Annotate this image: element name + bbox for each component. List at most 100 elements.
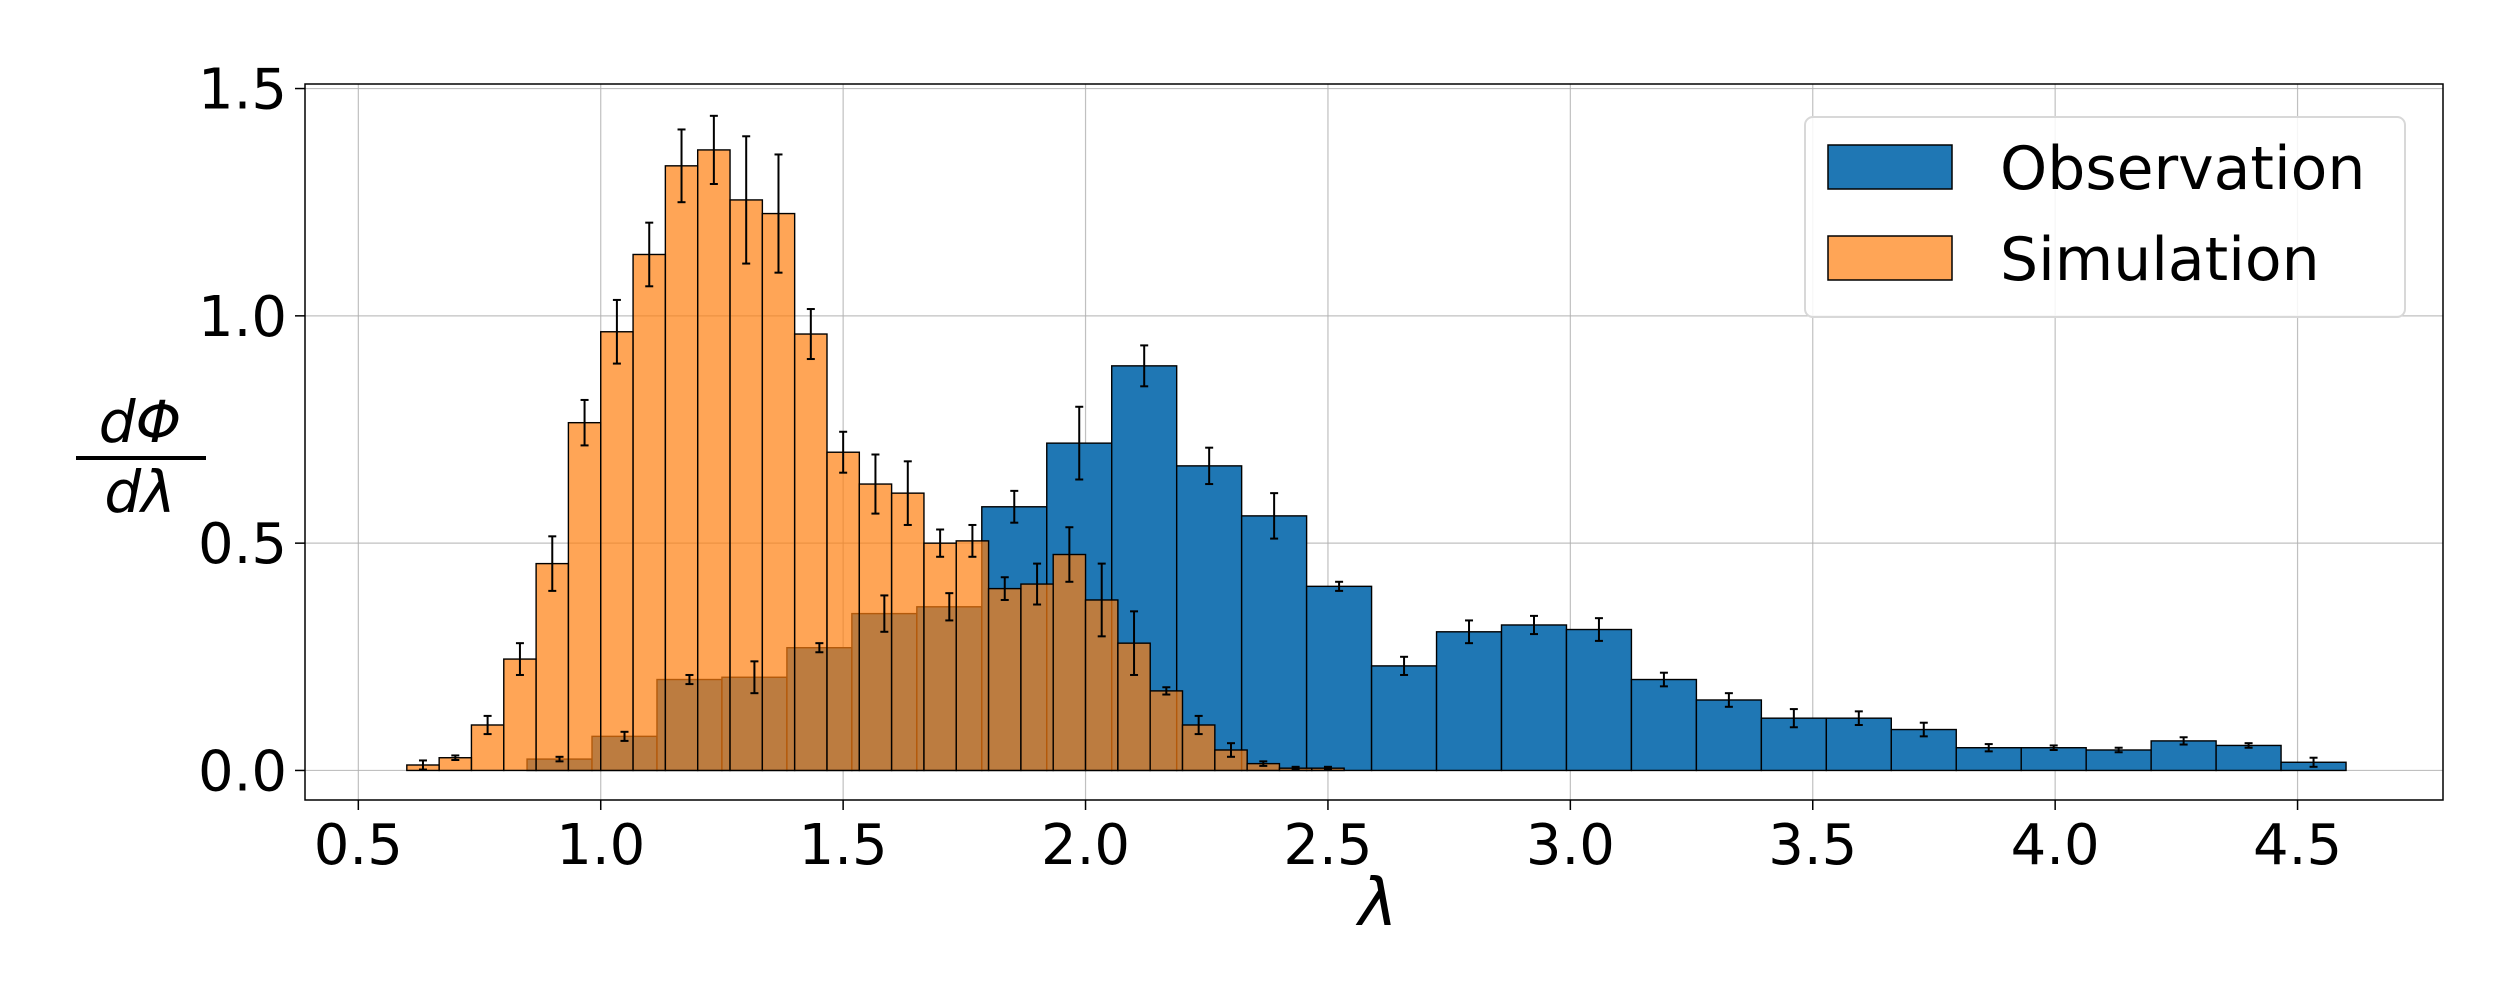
simulation-bar [890, 492, 925, 772]
simulation-bar [858, 483, 893, 772]
x-axis-ticks: 0.5 1.0 1.5 2.0 2.5 3.0 3.5 4.0 4.5 [314, 800, 2342, 878]
x-tick-label: 3.0 [1526, 813, 1615, 878]
simulation-error-bar [451, 754, 460, 761]
observation-bar [2215, 744, 2282, 772]
observation-error-bar [1724, 692, 1733, 708]
simulation-bar [955, 540, 990, 772]
observation-bar [1435, 631, 1503, 772]
observation-error-bar [1594, 617, 1603, 642]
observation-bar [1370, 665, 1438, 772]
legend-swatch-observation [1827, 144, 1953, 190]
simulation-error-bar [968, 523, 977, 558]
observation-error-bar [1140, 344, 1149, 388]
simulation-bar [826, 451, 861, 772]
observation-bar [1630, 678, 1698, 772]
legend: Observation Simulation [1804, 116, 2406, 318]
simulation-bar [1020, 583, 1054, 772]
observation-error-bar [880, 594, 889, 633]
simulation-error-bar [774, 153, 783, 274]
simulation-error-bar [709, 114, 718, 186]
legend-box [1804, 116, 2406, 318]
simulation-error-bar [612, 298, 621, 365]
simulation-error-bar [645, 221, 654, 288]
simulation-bar [567, 421, 602, 772]
observation-bar [2020, 747, 2087, 772]
x-tick-label: 0.5 [314, 813, 403, 878]
x-axis-label: λ [1355, 864, 1397, 941]
y-tick-label: 0.5 [198, 512, 287, 577]
x-tick-label: 4.5 [2253, 813, 2342, 878]
simulation-error-bar [1227, 742, 1236, 758]
y-axis-label-denominator: dλ [104, 458, 175, 526]
simulation-error-bar [515, 642, 524, 676]
x-tick-label: 1.5 [799, 813, 888, 878]
observation-bar [1695, 699, 1763, 772]
observation-error-bar [685, 673, 694, 686]
observation-error-bar [1919, 721, 1928, 738]
legend-label-observation: Observation [2000, 134, 2365, 204]
simulation-bar [923, 542, 957, 772]
observation-error-bar [2049, 744, 2058, 751]
observation-bar [1175, 465, 1243, 772]
x-tick-label: 2.5 [1283, 813, 1372, 878]
y-tick-label: 0.0 [198, 739, 287, 804]
simulation-bar [729, 199, 764, 772]
observation-error-bar [2179, 736, 2188, 746]
observation-error-bar [1010, 489, 1019, 524]
simulation-error-bar [1162, 686, 1171, 696]
observation-error-bar [750, 660, 759, 695]
simulation-error-bar [1033, 562, 1042, 606]
observation-error-bar [1400, 655, 1409, 676]
x-tick-label: 4.0 [2011, 813, 2100, 878]
observation-error-bar [1270, 492, 1279, 540]
simulation-error-bar [903, 460, 912, 526]
simulation-error-bar [936, 528, 945, 558]
error-bars [418, 114, 2318, 771]
observation-error-bar [1659, 671, 1668, 688]
x-tick-label: 3.5 [1768, 813, 1857, 878]
simulation-error-bar [1323, 765, 1332, 771]
observation-error-bar [1075, 405, 1084, 481]
observation-error-bar [555, 755, 564, 763]
observation-bar [1240, 515, 1308, 772]
observation-error-bar [1465, 619, 1474, 645]
simulation-error-bar [677, 128, 686, 204]
simulation-bar [535, 562, 570, 772]
simulation-bar [987, 587, 1022, 772]
observation-error-bar [2114, 746, 2123, 754]
x-tick-label: 2.0 [1041, 813, 1130, 878]
observation-error-bar [1205, 446, 1214, 486]
observation-error-bar [1984, 743, 1993, 753]
simulation-error-bar [1000, 576, 1009, 601]
legend-swatch-simulation [1827, 235, 1953, 281]
observation-bar [1825, 717, 1892, 772]
y-axis-ticks: 0.0 0.5 1.0 1.5 [198, 58, 305, 804]
simulation-bar [1149, 690, 1184, 772]
simulation-error-bar [742, 135, 751, 265]
legend-label-simulation: Simulation [2000, 225, 2320, 295]
simulation-error-bar [1291, 765, 1300, 771]
observation-error-bar [815, 642, 824, 654]
simulation-error-bar [1194, 714, 1203, 736]
simulation-error-bar [871, 453, 880, 515]
observation-error-bar [1529, 614, 1538, 636]
simulation-error-bar [418, 759, 427, 771]
simulation-bar [632, 253, 667, 772]
observation-bar [1305, 585, 1373, 772]
observation-error-bar [1335, 580, 1344, 592]
y-tick-label: 1.5 [198, 58, 287, 123]
observation-error-bar [2309, 756, 2318, 768]
simulation-bar [600, 331, 634, 772]
observation-error-bar [945, 592, 954, 622]
simulation-error-bar [1065, 526, 1074, 583]
x-tick-label: 1.0 [556, 813, 645, 878]
y-axis-label: dΦ dλ [76, 388, 206, 526]
simulation-bar [793, 333, 828, 772]
y-tick-label: 1.0 [198, 285, 287, 350]
simulation-error-bar [1130, 610, 1139, 676]
simulation-bar [664, 165, 699, 772]
simulation-error-bar [839, 430, 848, 474]
simulation-error-bar [483, 714, 492, 736]
y-axis-label-numerator: dΦ [99, 388, 181, 456]
